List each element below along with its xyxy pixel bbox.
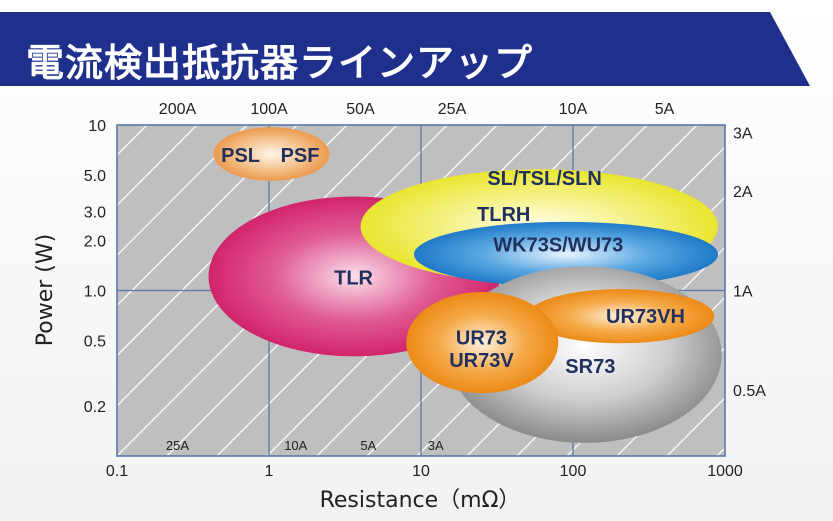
- current-label-right: 0.5A: [733, 383, 766, 400]
- current-line-labels: 200A 100A 50A 25A 10A 5A 3A 2A 1A 0.5A 25A 10A 5A 3A: [159, 101, 766, 453]
- title-banner: [0, 12, 810, 86]
- x-tick-label: 100: [560, 463, 587, 480]
- current-label-right: 1A: [733, 284, 753, 301]
- page-title: 電流検出抵抗器ラインアップ: [26, 41, 534, 85]
- y-tick-label: 2.0: [84, 234, 106, 251]
- current-guide-line: [817, 125, 833, 456]
- x-tick-label: 10: [412, 463, 430, 480]
- current-guide-line: [117, 125, 198, 207]
- series-label-wk73s-wu73: WK73S/WU73: [493, 234, 623, 256]
- x-tick-labels: 0.1 1 10 100 1000: [106, 463, 743, 480]
- region-psl-psf: [213, 127, 330, 181]
- current-label-top: 5A: [655, 101, 675, 118]
- region-ur73: [406, 291, 559, 394]
- series-label-sr73: SR73: [565, 356, 615, 378]
- current-label-top: 200A: [159, 101, 197, 118]
- series-label-psf: PSF: [281, 145, 320, 167]
- current-label-right: 3A: [733, 126, 753, 143]
- series-label-psl: PSL: [221, 145, 260, 167]
- y-tick-label: 0.5: [84, 333, 106, 350]
- current-label-top: 50A: [346, 101, 375, 118]
- series-label-ur73: UR73: [456, 328, 507, 350]
- current-label-top: 25A: [438, 101, 467, 118]
- product-regions: [208, 127, 722, 443]
- current-label-top: 100A: [250, 101, 288, 118]
- current-guide-line: [767, 125, 833, 456]
- current-label-bottom: 5A: [360, 438, 376, 453]
- plot-frame: [116, 124, 726, 457]
- current-guide-line: [117, 125, 248, 257]
- current-label-bottom: 25A: [166, 438, 189, 453]
- x-axis-label: Resistance（mΩ）: [320, 488, 521, 513]
- series-labels: TLR SL/TSL/SLN TLRH WK73S/WU73 SR73 UR73VH UR7…: [221, 145, 685, 378]
- x-tick-label: 1000: [707, 463, 743, 480]
- series-label-tlrh: TLRH: [477, 204, 530, 226]
- series-label-ur73vh: UR73VH: [606, 306, 685, 328]
- y-tick-label: 10: [88, 118, 106, 135]
- y-tick-label: 1.0: [84, 284, 106, 301]
- current-label-bottom: 10A: [284, 438, 307, 453]
- current-guide-line: [666, 396, 725, 456]
- current-label-top: 10A: [559, 101, 588, 118]
- y-tick-label: 3.0: [84, 205, 106, 222]
- series-label-tlr: TLR: [334, 267, 373, 289]
- series-label-ur73v: UR73V: [449, 350, 514, 372]
- y-tick-labels: 10 5.0 3.0 2.0 1.0 0.5 0.2: [84, 118, 106, 416]
- y-tick-label: 5.0: [84, 168, 106, 185]
- title-banner-shape: [0, 12, 810, 86]
- y-axis-label: Power (W): [33, 234, 58, 346]
- current-label-bottom: 3A: [428, 438, 444, 453]
- x-tick-label: 0.1: [106, 463, 128, 480]
- y-tick-label: 0.2: [84, 399, 106, 416]
- region-ur73vh: [527, 289, 715, 344]
- series-label-sl-tsl-sln: SL/TSL/SLN: [487, 168, 601, 190]
- current-label-right: 2A: [733, 184, 753, 201]
- x-tick-label: 1: [265, 463, 274, 480]
- region-wk73s-wu73: [414, 221, 719, 287]
